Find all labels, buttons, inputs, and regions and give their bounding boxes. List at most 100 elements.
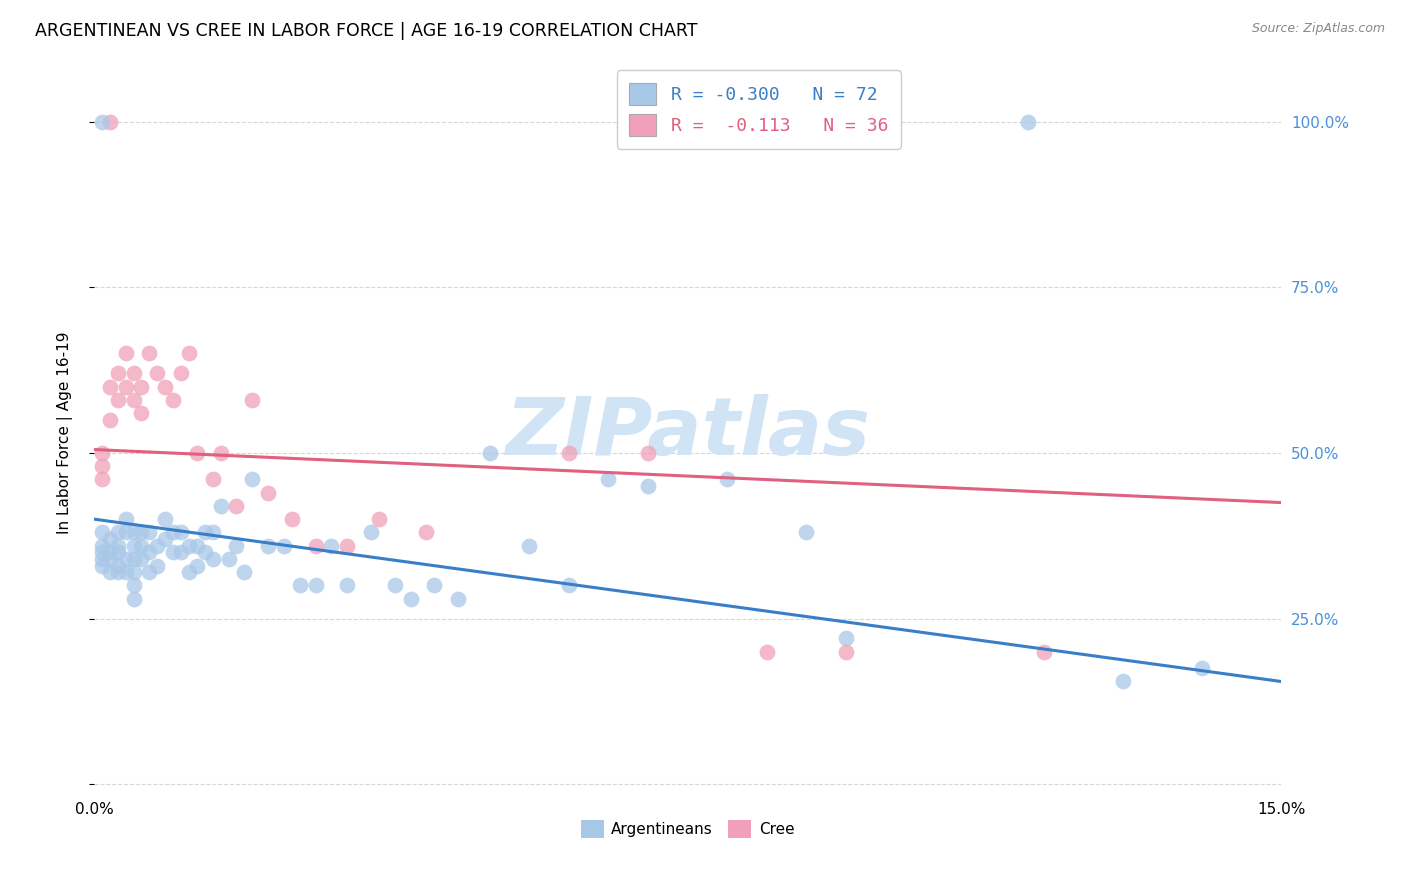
Point xyxy=(90,558,112,573)
Point xyxy=(131,539,153,553)
Point xyxy=(288,578,311,592)
Point xyxy=(98,532,121,546)
Point xyxy=(517,539,540,553)
Point xyxy=(107,392,129,407)
Point xyxy=(415,525,437,540)
Point xyxy=(423,578,446,592)
Point xyxy=(257,539,280,553)
Point xyxy=(114,379,136,393)
Point xyxy=(146,367,169,381)
Point xyxy=(1032,645,1054,659)
Point xyxy=(90,545,112,559)
Point xyxy=(304,578,326,592)
Point xyxy=(138,545,160,559)
Legend: Argentineans, Cree: Argentineans, Cree xyxy=(575,814,800,845)
Point xyxy=(146,539,169,553)
Point xyxy=(90,114,112,128)
Point xyxy=(138,525,160,540)
Point xyxy=(170,545,193,559)
Point xyxy=(98,545,121,559)
Point xyxy=(98,565,121,579)
Point xyxy=(155,379,177,393)
Point xyxy=(177,346,200,360)
Text: Source: ZipAtlas.com: Source: ZipAtlas.com xyxy=(1251,22,1385,36)
Point xyxy=(399,591,422,606)
Point xyxy=(138,565,160,579)
Point xyxy=(177,539,200,553)
Point xyxy=(162,545,184,559)
Text: ZIPatlas: ZIPatlas xyxy=(505,394,870,472)
Point xyxy=(114,565,136,579)
Point xyxy=(186,539,208,553)
Point xyxy=(131,379,153,393)
Point xyxy=(98,552,121,566)
Point xyxy=(122,552,145,566)
Point xyxy=(447,591,470,606)
Point xyxy=(162,392,184,407)
Point xyxy=(98,413,121,427)
Text: ARGENTINEAN VS CREE IN LABOR FORCE | AGE 16-19 CORRELATION CHART: ARGENTINEAN VS CREE IN LABOR FORCE | AGE… xyxy=(35,22,697,40)
Point xyxy=(114,346,136,360)
Point xyxy=(122,367,145,381)
Point xyxy=(114,512,136,526)
Point xyxy=(186,446,208,460)
Point xyxy=(131,525,153,540)
Point xyxy=(90,525,112,540)
Point xyxy=(170,525,193,540)
Point xyxy=(637,479,659,493)
Point xyxy=(835,645,858,659)
Point xyxy=(336,539,359,553)
Point xyxy=(107,539,129,553)
Point xyxy=(122,392,145,407)
Point xyxy=(122,525,145,540)
Point xyxy=(177,565,200,579)
Point xyxy=(114,552,136,566)
Point xyxy=(240,392,263,407)
Point xyxy=(131,406,153,420)
Point xyxy=(107,367,129,381)
Point xyxy=(90,472,112,486)
Point xyxy=(321,539,343,553)
Point xyxy=(1112,674,1135,689)
Point xyxy=(1017,114,1039,128)
Point xyxy=(367,512,389,526)
Point xyxy=(194,545,217,559)
Point xyxy=(201,525,224,540)
Point xyxy=(90,446,112,460)
Point xyxy=(558,446,581,460)
Point xyxy=(273,539,295,553)
Point xyxy=(360,525,382,540)
Point xyxy=(98,114,121,128)
Point xyxy=(598,472,620,486)
Point xyxy=(122,591,145,606)
Point xyxy=(98,379,121,393)
Point xyxy=(146,558,169,573)
Point xyxy=(835,632,858,646)
Point xyxy=(558,578,581,592)
Point xyxy=(90,459,112,474)
Point xyxy=(194,525,217,540)
Point xyxy=(201,552,224,566)
Point xyxy=(637,446,659,460)
Point xyxy=(384,578,406,592)
Point xyxy=(336,578,359,592)
Point xyxy=(114,525,136,540)
Point xyxy=(90,552,112,566)
Point xyxy=(170,367,193,381)
Point xyxy=(225,539,247,553)
Point xyxy=(257,485,280,500)
Point xyxy=(218,552,240,566)
Point xyxy=(478,446,501,460)
Point xyxy=(162,525,184,540)
Point xyxy=(131,552,153,566)
Point xyxy=(233,565,256,579)
Point xyxy=(138,346,160,360)
Point xyxy=(107,565,129,579)
Point xyxy=(281,512,304,526)
Point xyxy=(155,512,177,526)
Point xyxy=(201,472,224,486)
Point xyxy=(1191,661,1213,675)
Point xyxy=(755,645,778,659)
Point xyxy=(186,558,208,573)
Point xyxy=(107,525,129,540)
